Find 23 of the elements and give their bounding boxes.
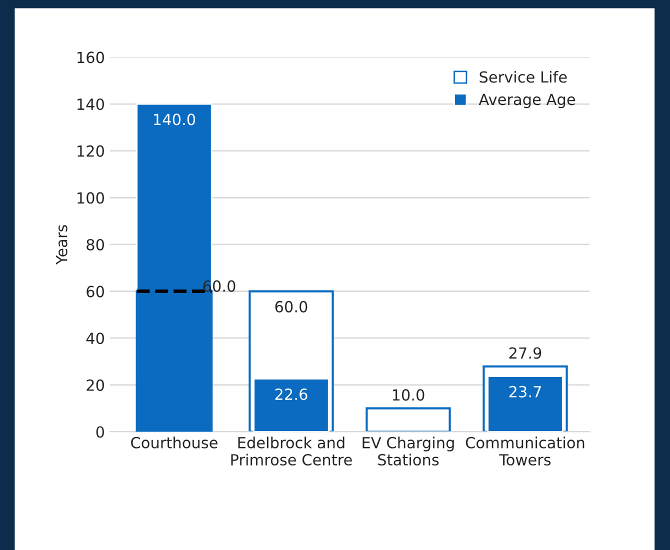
y-tick-label: 60 (86, 286, 104, 298)
x-tick-label: Communication Towers (466, 436, 584, 466)
y-tick-label: 100 (78, 192, 104, 204)
y-tick-label: 120 (78, 145, 104, 157)
data-label: 10.0 (392, 389, 424, 401)
y-tick-label: 140 (78, 98, 104, 110)
x-tick-label: Edelbrock and Primrose Centre (231, 436, 352, 466)
data-label: 23.7 (509, 386, 541, 398)
y-tick-label: 160 (78, 52, 104, 64)
data-label: 27.9 (509, 347, 542, 359)
y-tick-label: 40 (86, 332, 104, 344)
data-label: 140.0 (154, 114, 196, 126)
y-axis-title: Years (56, 225, 68, 265)
y-tick-label: 20 (86, 379, 104, 391)
data-label: 60.0 (275, 300, 308, 312)
legend-label: Average Age (478, 94, 576, 108)
x-tick-label: EV Charging Stations (362, 436, 454, 466)
y-tick-label: 0 (96, 426, 104, 438)
x-tick-label: Courthouse (131, 436, 218, 448)
bar (366, 407, 451, 432)
data-label: 22.6 (275, 388, 308, 400)
y-tick-label: 80 (86, 238, 104, 250)
legend-label: Service Life (480, 70, 567, 83)
